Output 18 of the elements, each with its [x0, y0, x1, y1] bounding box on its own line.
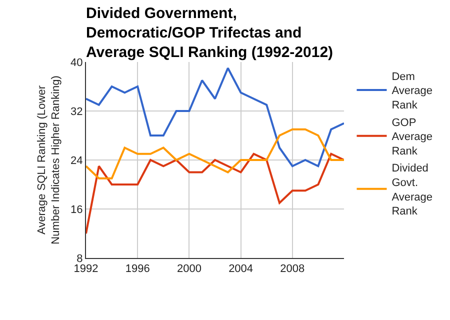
- y-tick-label: 32: [70, 106, 83, 118]
- y-tick-label: 16: [70, 204, 83, 216]
- x-tick-label: 2004: [228, 263, 254, 276]
- line-series: [86, 152, 344, 234]
- x-tick-label: 2008: [280, 263, 305, 276]
- line-series: [86, 128, 344, 180]
- legend-label: Divided Govt. Average Rank: [392, 162, 433, 218]
- legend-label: Dem Average Rank: [392, 70, 433, 112]
- x-tick-label: 2000: [176, 263, 202, 276]
- y-tick-label: 8: [76, 252, 83, 265]
- y-tick-label: 40: [70, 56, 83, 69]
- x-tick-label: 1992: [74, 263, 98, 276]
- line-series: [86, 67, 344, 168]
- y-axis-title: Average SQLI Ranking (Lower Number Indicates Higher Ranking): [36, 76, 62, 244]
- legend-label: GOP Average Rank: [392, 116, 433, 158]
- chart-title: Divided Government, Democratic/GOP Trifectas and Average SQLI Ranking (1992-2012): [86, 5, 334, 61]
- y-tick-label: 24: [70, 154, 83, 167]
- x-tick-label: 1996: [125, 263, 150, 276]
